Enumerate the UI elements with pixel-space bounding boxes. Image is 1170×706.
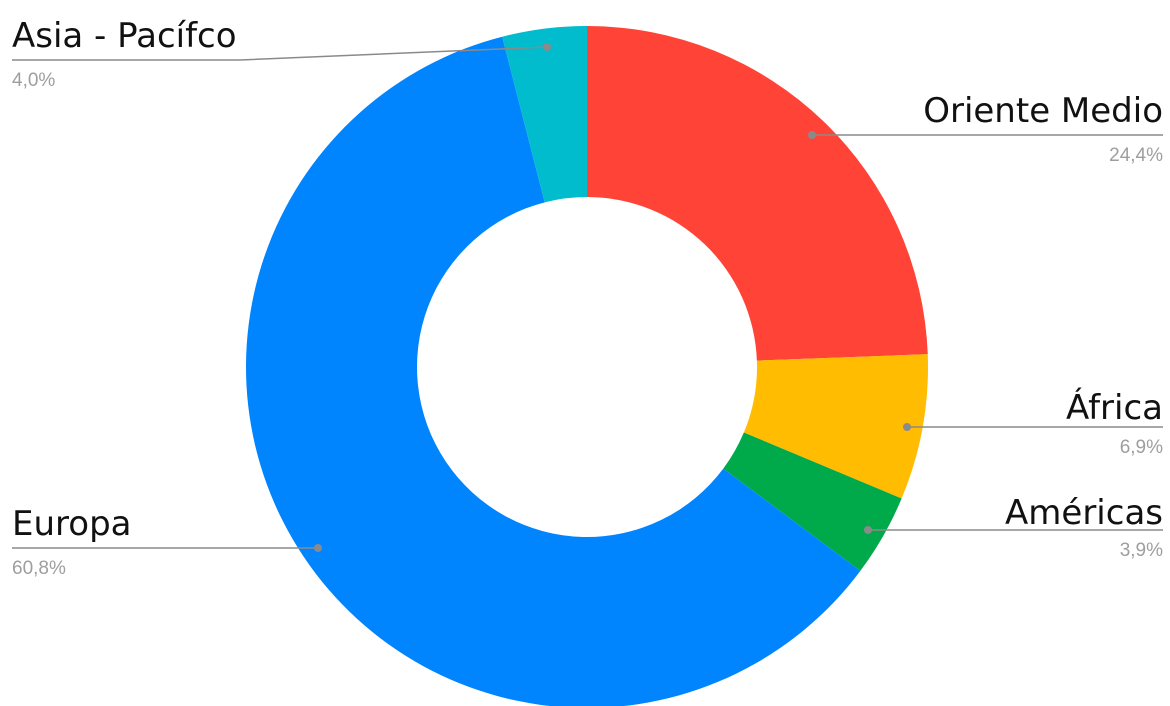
slice-label: Oriente Medio <box>923 91 1163 131</box>
slice-label: Américas <box>1005 493 1163 533</box>
donut-slice <box>743 354 928 499</box>
leader-dot <box>543 43 551 51</box>
slice-value-label: 24,4% <box>1109 145 1163 166</box>
slice-value-label: 4,0% <box>12 70 55 91</box>
slice-label: África <box>1066 387 1163 428</box>
donut-slice <box>246 36 861 706</box>
donut-slice <box>502 26 587 203</box>
slice-label: Asia - Pacífco <box>12 16 237 56</box>
slice-value-label: 60,8% <box>12 558 66 579</box>
leader-dot <box>314 544 322 552</box>
leader-dot <box>864 526 872 534</box>
leader-dot <box>903 423 911 431</box>
slice-value-label: 3,9% <box>1120 540 1163 561</box>
leader-dot <box>808 131 816 139</box>
donut-slice <box>723 432 902 571</box>
slice-value-label: 6,9% <box>1120 437 1163 458</box>
donut-slice <box>587 26 928 361</box>
slice-label: Europa <box>12 504 131 544</box>
leader-line <box>12 46 548 61</box>
